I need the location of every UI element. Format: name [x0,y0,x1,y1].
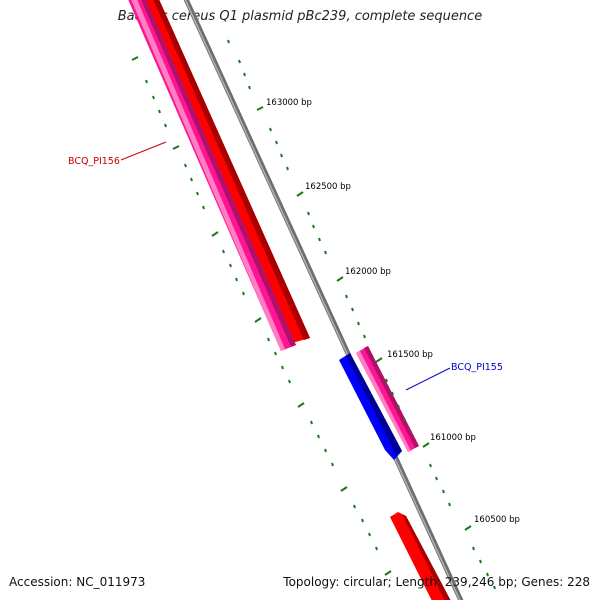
inner-tick-track [131,56,392,576]
backbone-inner-line [184,0,461,600]
backbone-outer-line [183,0,464,600]
cds-reverse-upper-shade [153,0,310,340]
map-title: Bacillus cereus Q1 plasmid pBc239, compl… [117,9,483,24]
leader-line-bcq-pi155 [405,367,451,391]
gene-label-bcq-pi155[interactable]: BCQ_PI155 [451,362,503,373]
scale-label-161000: 161000 bp [430,433,476,443]
scale-label-163000: 163000 bp [266,98,312,108]
cds-forward-mid-shade [364,346,419,448]
sequence-summary: Topology: circular; Length: 239,246 bp; … [283,575,590,589]
scale-label-162500: 162500 bp [305,182,351,192]
cds-bcq-pi155-shade [346,353,402,456]
leader-line-bcq-pi156 [120,141,167,161]
scale-label-162000: 162000 bp [345,267,391,277]
outer-tick-track [227,39,496,590]
cds-forward-mid[interactable] [356,346,419,452]
cds-reverse-lower-shade [402,514,451,600]
gene-label-bcq-pi156[interactable]: BCQ_PI156 [68,156,120,167]
scale-label-161500: 161500 bp [387,350,433,360]
cds-bcq-pi156-shade [141,0,296,347]
scale-label-160500: 160500 bp [474,515,520,525]
accession-label: Accession: NC_011973 [9,575,146,589]
cds-forward-mid-highlight [356,351,411,452]
cds-bcq-pi156-highlight [131,0,285,351]
